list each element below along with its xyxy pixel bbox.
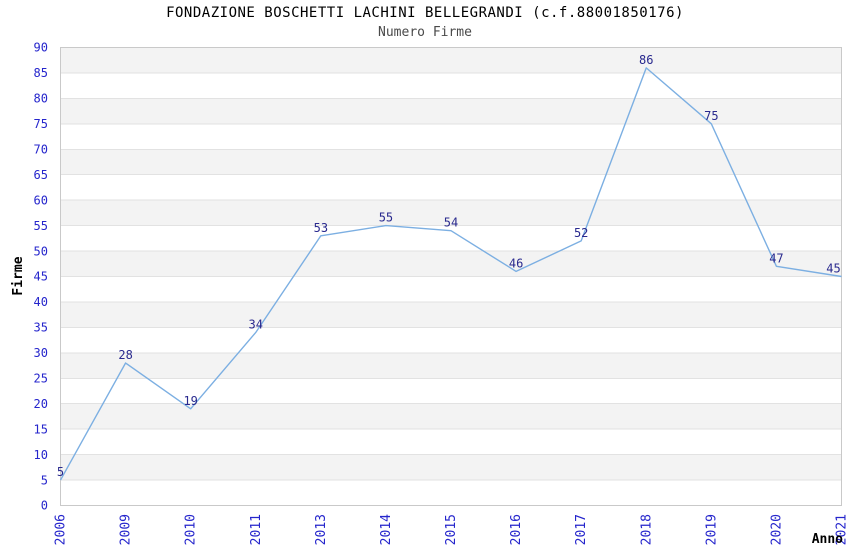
y-axis-tick-label: 75 [34,117,48,131]
x-axis-tick-label: 2011 [249,514,264,545]
data-point-label: 19 [183,394,197,408]
y-axis-ticks: 0 5 10 15 20 25 30 35 40 45 50 55 60 65 70 75 80 85 90 [34,41,48,513]
y-axis-tick-label: 65 [34,168,48,182]
grid-band [60,123,842,150]
y-axis-tick-label: 30 [34,346,48,360]
grid-band [60,352,842,379]
y-axis-tick-label: 80 [34,92,48,106]
data-point-label: 75 [704,109,718,123]
x-axis-tick-label: 2006 [54,514,69,545]
grid-band [60,251,842,277]
y-axis-tick-label: 70 [34,142,48,156]
y-axis-tick-label: 50 [34,244,48,258]
data-point-label: 86 [639,53,653,67]
data-point-label: 47 [769,251,783,265]
x-axis-title: Anno [812,532,843,547]
y-axis-tick-label: 45 [34,270,48,284]
data-point-label: 34 [249,317,263,331]
grid-band [60,47,842,73]
y-axis-tick-label: 60 [34,193,48,207]
grid-band [60,429,842,455]
data-point-label: 5 [57,465,64,479]
y-axis-tick-label: 25 [34,371,48,385]
y-axis-tick-label: 5 [41,473,48,487]
grid-band [60,480,842,506]
x-axis-ticks: 2006 2009 2010 2011 2013 2014 2015 2016 2017 2018… [54,514,850,545]
y-axis-tick-label: 35 [34,321,48,335]
y-axis-tick-label: 15 [34,422,48,436]
grid-band [60,174,842,201]
y-axis-tick-label: 85 [34,66,48,80]
data-point-label: 45 [826,262,840,276]
y-axis-tick-label: 90 [34,41,48,55]
data-point-label: 55 [379,211,393,225]
x-axis-tick-label: 2018 [639,514,654,545]
x-axis-tick-label: 2020 [769,514,784,545]
gridlines [60,72,842,481]
x-axis-tick-label: 2015 [444,514,459,545]
grid-band [60,98,842,124]
data-point-label: 28 [118,348,132,362]
grid-band [60,225,842,252]
grid-band [60,378,842,404]
grid-band [60,72,842,99]
data-point-label: 52 [574,226,588,240]
x-axis-tick-label: 2014 [379,514,394,545]
y-axis-tick-label: 55 [34,219,48,233]
y-axis-tick-label: 20 [34,397,48,411]
y-axis-title: Firme [11,256,26,295]
grid-band [60,276,842,302]
x-axis-tick-label: 2013 [314,514,329,545]
x-axis-tick-label: 2016 [509,514,524,545]
y-axis-tick-label: 0 [41,499,48,513]
data-point-label: 53 [314,221,328,235]
grid-band [60,200,842,226]
grid-band [60,454,842,481]
data-labels: 5 28 19 34 53 55 54 46 52 86 75 47 45 [57,53,841,479]
x-axis-tick-label: 2019 [704,514,719,545]
x-axis-tick-label: 2010 [184,514,199,545]
data-point-label: 46 [509,256,523,270]
x-axis-tick-label: 2017 [574,514,589,545]
data-point-label: 54 [444,216,458,230]
y-axis-tick-label: 10 [34,448,48,462]
grid-band [60,149,842,175]
y-axis-tick-label: 40 [34,295,48,309]
x-axis-tick-label: 2021 [835,514,850,545]
series-line [59,67,842,481]
grid-band [60,327,842,353]
grid-band [60,301,842,328]
grid-band [60,403,842,430]
x-axis-tick-label: 2009 [119,514,134,545]
